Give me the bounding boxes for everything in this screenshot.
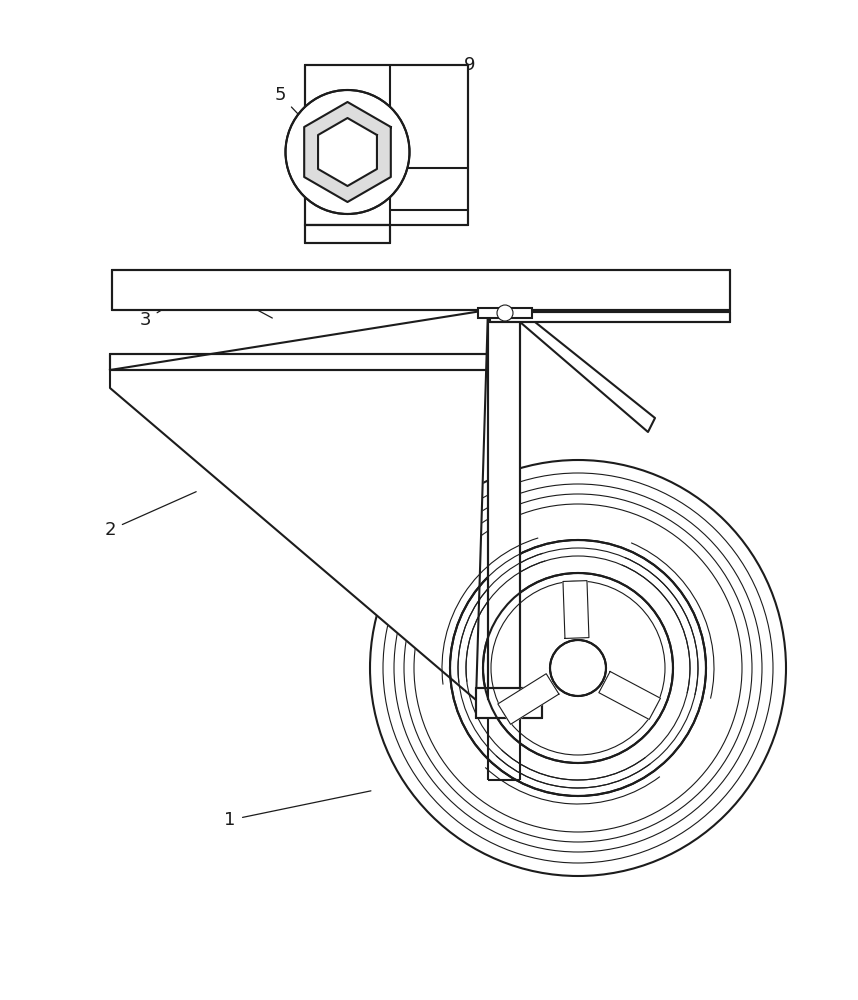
Text: 9: 9: [420, 56, 475, 132]
Polygon shape: [520, 310, 655, 432]
Circle shape: [286, 90, 409, 214]
Circle shape: [450, 540, 706, 796]
Polygon shape: [318, 118, 377, 186]
Bar: [110, 354, 488, 370]
Polygon shape: [563, 581, 589, 638]
Circle shape: [550, 640, 606, 696]
Text: 4: 4: [214, 281, 272, 318]
Bar: [112, 270, 730, 310]
Bar: [478, 308, 532, 318]
Bar: [490, 312, 730, 322]
Circle shape: [497, 305, 513, 321]
Bar: [488, 308, 520, 700]
Circle shape: [483, 573, 673, 763]
Polygon shape: [599, 671, 661, 719]
Polygon shape: [498, 674, 559, 724]
Text: 3: 3: [139, 292, 191, 329]
Text: 2: 2: [105, 492, 196, 539]
Bar: [476, 688, 542, 718]
Bar: [305, 225, 390, 243]
Bar: [305, 65, 468, 225]
Text: 5: 5: [275, 86, 315, 132]
Polygon shape: [305, 102, 390, 202]
Polygon shape: [110, 310, 488, 700]
Text: 1: 1: [224, 791, 371, 829]
